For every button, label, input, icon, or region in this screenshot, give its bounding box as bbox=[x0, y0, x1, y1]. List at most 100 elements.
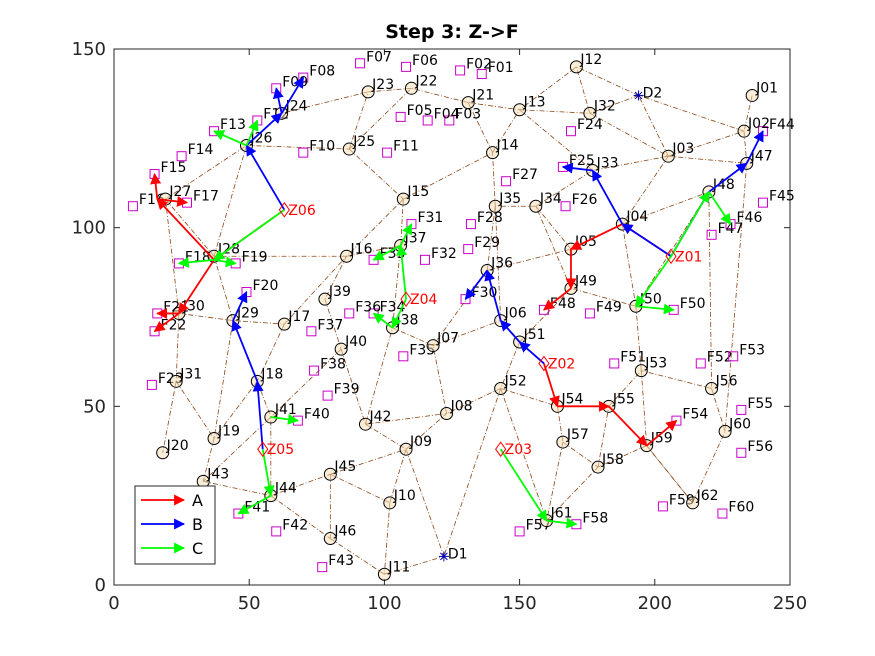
network-edge bbox=[486, 206, 496, 271]
network-edge bbox=[575, 66, 591, 114]
facility-marker bbox=[565, 126, 576, 137]
y-tick-label: 150 bbox=[72, 39, 106, 60]
flow-arrow-B bbox=[252, 380, 264, 450]
junction-label: J49 bbox=[574, 273, 597, 289]
junction-label: J41 bbox=[274, 402, 297, 418]
facility-marker bbox=[728, 351, 739, 362]
junction-marker bbox=[461, 96, 475, 110]
facility-label: F54 bbox=[682, 407, 708, 423]
network-edge bbox=[368, 87, 412, 93]
junction-label: J62 bbox=[696, 488, 719, 504]
network-edge bbox=[405, 449, 445, 557]
facility-marker bbox=[344, 308, 355, 319]
flow-arrow-C bbox=[213, 256, 237, 268]
facility-label: F28 bbox=[477, 210, 503, 226]
junction-label: J20 bbox=[166, 438, 189, 454]
network-edge bbox=[432, 270, 488, 346]
flow-arrow-A bbox=[543, 287, 572, 311]
facility-label: F56 bbox=[747, 439, 773, 455]
network-edge bbox=[162, 381, 177, 453]
flow-arrow-C bbox=[546, 517, 578, 529]
junction-label: J40 bbox=[344, 334, 367, 350]
chart-title: Step 3: Z->F bbox=[385, 21, 519, 43]
facility-label: F31 bbox=[417, 210, 443, 226]
facility-label: F09 bbox=[282, 74, 308, 90]
facility-label: F37 bbox=[317, 317, 343, 333]
facility-marker bbox=[757, 197, 768, 208]
junction-label: J59 bbox=[650, 431, 673, 447]
network-edge bbox=[365, 423, 407, 450]
network-edge bbox=[213, 381, 258, 439]
flow-arrow-A bbox=[646, 419, 678, 447]
junction-label: J50 bbox=[639, 291, 662, 307]
network-edge bbox=[519, 109, 590, 114]
junction-label: J55 bbox=[612, 391, 635, 407]
depot-marker bbox=[634, 91, 643, 100]
facility-label: F38 bbox=[320, 357, 346, 373]
network-edge bbox=[597, 445, 647, 468]
junction-label: J47 bbox=[750, 148, 773, 164]
network-edge bbox=[467, 102, 493, 153]
facility-label: F34 bbox=[380, 299, 406, 315]
network-edge bbox=[708, 191, 712, 389]
facility-label: F45 bbox=[769, 189, 795, 205]
network-edge bbox=[270, 348, 342, 418]
zone-label: Z04 bbox=[410, 292, 437, 308]
facility-label: F44 bbox=[769, 117, 795, 133]
facility-label: F48 bbox=[550, 296, 576, 312]
facility-marker bbox=[560, 201, 571, 212]
facility-marker bbox=[465, 219, 476, 230]
legend: ABC bbox=[134, 485, 216, 565]
network-edge bbox=[492, 109, 520, 153]
facility-marker bbox=[271, 526, 282, 537]
facility-label: F36 bbox=[355, 299, 381, 315]
network-edge bbox=[384, 556, 445, 575]
flow-arrow-B bbox=[708, 162, 748, 193]
junction-label: J08 bbox=[450, 398, 473, 414]
flow-arrow-C bbox=[270, 413, 299, 425]
junction-label: J35 bbox=[498, 191, 521, 207]
junction-label: J61 bbox=[550, 506, 573, 522]
junction-label: J32 bbox=[593, 98, 616, 114]
axes-box bbox=[113, 48, 791, 586]
junction-marker bbox=[583, 106, 597, 120]
facility-label: F58 bbox=[582, 510, 608, 526]
flow-arrow-B bbox=[484, 269, 502, 321]
facility-marker bbox=[463, 244, 474, 255]
junction-label: J56 bbox=[715, 373, 738, 389]
facility-marker bbox=[306, 326, 317, 337]
junction-marker bbox=[342, 142, 356, 156]
network-edge bbox=[711, 388, 726, 432]
facility-marker bbox=[146, 379, 157, 390]
junction-label: J24 bbox=[285, 98, 308, 114]
facility-label: F07 bbox=[366, 49, 392, 65]
network-edge bbox=[494, 206, 502, 321]
x-tick-label: 50 bbox=[238, 593, 261, 614]
junction-marker bbox=[569, 60, 583, 74]
junction-label: J02 bbox=[747, 116, 770, 132]
junction-marker bbox=[440, 406, 454, 420]
network-edge bbox=[178, 313, 234, 321]
junction-label: J34 bbox=[539, 191, 562, 207]
zone-label: Z01 bbox=[675, 249, 702, 265]
facility-label: F19 bbox=[242, 249, 268, 265]
network-edge bbox=[175, 313, 180, 382]
junction-label: J12 bbox=[579, 52, 602, 68]
network-edge bbox=[165, 145, 247, 200]
network-edge bbox=[640, 370, 648, 446]
network-edge bbox=[256, 323, 285, 382]
junction-marker bbox=[661, 149, 675, 163]
junction-label: J18 bbox=[260, 366, 283, 382]
network-edge bbox=[468, 102, 520, 111]
facility-marker bbox=[455, 65, 466, 76]
flow-arrow-B bbox=[464, 270, 488, 301]
facility-label: F02 bbox=[466, 56, 492, 72]
junction-marker bbox=[494, 381, 508, 395]
flow-arrow-A bbox=[157, 196, 189, 207]
network-edge bbox=[500, 341, 520, 389]
facility-marker bbox=[419, 254, 430, 265]
flow-arrow-B bbox=[245, 112, 283, 147]
network-edge bbox=[365, 413, 447, 425]
